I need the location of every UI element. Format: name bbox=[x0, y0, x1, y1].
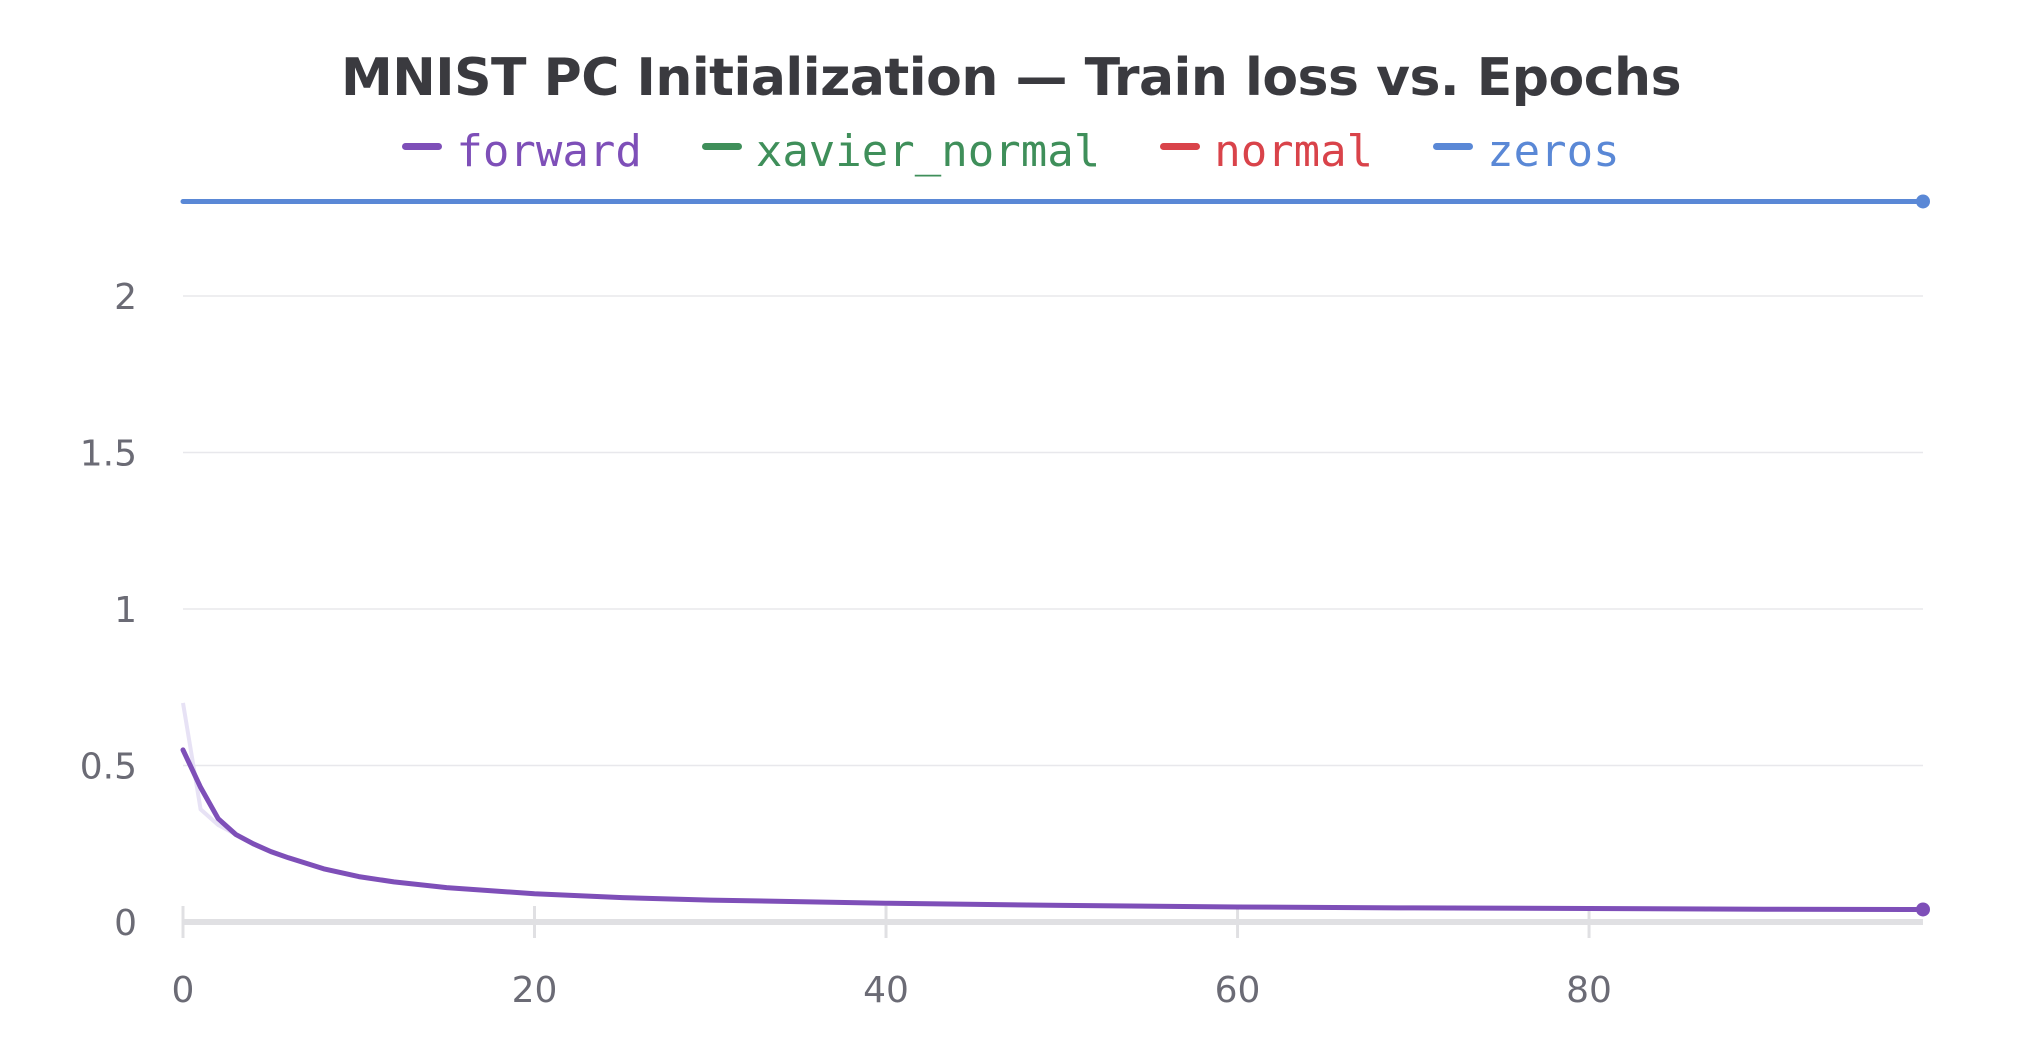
y-tick-label: 0 bbox=[114, 903, 137, 944]
legend-item-forward[interactable]: forward bbox=[402, 126, 642, 177]
legend-label-forward: forward bbox=[456, 126, 642, 177]
tick-labels: 00.511.520 20 40 60 80 bbox=[80, 277, 1612, 1011]
chart-title: MNIST PC Initialization — Train loss vs.… bbox=[340, 48, 1682, 108]
grid-lines bbox=[183, 295, 1923, 767]
series-lines bbox=[180, 194, 1930, 917]
x-tick-label: 60 bbox=[1215, 970, 1261, 1011]
y-tick-label: 1.5 bbox=[80, 434, 137, 475]
legend-swatch-forward bbox=[402, 143, 443, 150]
legend-swatch-zeros bbox=[1433, 143, 1474, 150]
axes bbox=[181, 906, 1923, 938]
legend-label-zeros: zeros bbox=[1487, 126, 1620, 177]
legend-item-xavier-normal[interactable]: xavier_normal bbox=[701, 126, 1101, 177]
legend-item-zeros[interactable]: zeros bbox=[1433, 126, 1620, 177]
series-end-point-zeros bbox=[1916, 194, 1930, 209]
y-tick-label: 1 bbox=[114, 590, 137, 631]
legend-swatch-xavier-normal bbox=[701, 143, 742, 150]
y-tick-label: 0.5 bbox=[80, 747, 137, 788]
x-tick-label: 40 bbox=[863, 970, 909, 1011]
y-tick-label: 2 bbox=[114, 277, 137, 318]
legend-label-xavier-normal: xavier_normal bbox=[755, 126, 1101, 177]
legend: forward xavier_normal normal zeros bbox=[0, 126, 2022, 177]
x-tick-label: 20 bbox=[512, 970, 558, 1011]
legend-label-normal: normal bbox=[1214, 126, 1374, 177]
series-end-point-forward bbox=[1916, 902, 1930, 917]
series-line-forward bbox=[180, 747, 1926, 912]
x-tick-label: 0 bbox=[172, 970, 195, 1011]
legend-item-normal[interactable]: normal bbox=[1160, 126, 1373, 177]
legend-swatch-normal bbox=[1160, 143, 1201, 150]
x-tick-label: 80 bbox=[1566, 970, 1612, 1011]
